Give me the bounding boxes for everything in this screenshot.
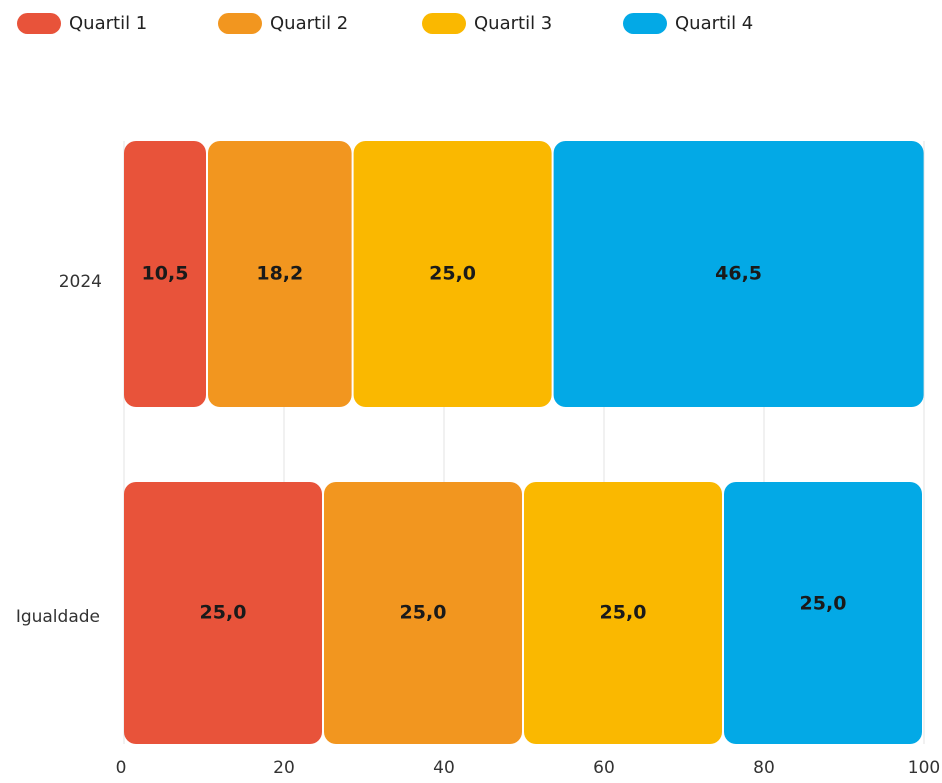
category-label-igualdade: Igualdade: [16, 607, 100, 627]
x-tick-label-20: 20: [273, 758, 295, 778]
bar-igualdade-quartil-1: [124, 482, 322, 744]
data-label-igualdade-quartil-2: 25,0: [400, 602, 447, 624]
legend-label: Quartil 3: [474, 13, 552, 34]
x-tick-label-80: 80: [753, 758, 775, 778]
legend-swatch: [623, 13, 667, 34]
x-tick-label-100: 100: [908, 758, 940, 778]
legend-swatch: [422, 13, 466, 34]
x-tick-label-40: 40: [433, 758, 455, 778]
legend-label: Quartil 4: [675, 13, 753, 34]
bar-igualdade-quartil-4: [724, 482, 922, 744]
legend-swatch: [17, 13, 61, 34]
legend: Quartil 1 Quartil 2 Quartil 3 Quartil 4: [17, 13, 753, 34]
bar-igualdade-quartil-2: [324, 482, 522, 744]
bar-2024-quartil-4: [553, 141, 924, 407]
data-label-2024-quartil-3: 25,0: [429, 263, 476, 285]
x-tick-label-0: 0: [116, 758, 127, 778]
bar-igualdade-quartil-3: [524, 482, 722, 744]
category-label-2024: 2024: [59, 272, 102, 292]
bar-2024-quartil-2: [208, 141, 352, 407]
legend-item-quartil-3[interactable]: Quartil 3: [422, 13, 552, 34]
bar-2024-quartil-3: [353, 141, 552, 407]
data-label-2024-quartil-2: 18,2: [256, 263, 303, 285]
legend-item-quartil-2[interactable]: Quartil 2: [218, 13, 348, 34]
legend-item-quartil-4[interactable]: Quartil 4: [623, 13, 753, 34]
bars: [124, 141, 924, 744]
data-label-igualdade-quartil-1: 25,0: [200, 602, 247, 624]
data-label-igualdade-quartil-4: 25,0: [800, 593, 847, 615]
data-label-2024-quartil-1: 10,5: [142, 263, 189, 285]
bar-2024-quartil-1: [124, 141, 206, 407]
data-label-igualdade-quartil-3: 25,0: [600, 602, 647, 624]
x-axis-ticks: 0 20 40 60 80 100: [116, 758, 941, 778]
data-label-2024-quartil-4: 46,5: [715, 263, 762, 285]
legend-label: Quartil 2: [270, 13, 348, 34]
y-axis-labels: 2024 Igualdade: [16, 272, 102, 627]
legend-swatch: [218, 13, 262, 34]
data-labels: 10,5 18,2 25,0 46,5 25,0 25,0 25,0 25,0: [142, 263, 847, 624]
x-tick-label-60: 60: [593, 758, 615, 778]
legend-item-quartil-1[interactable]: Quartil 1: [17, 13, 147, 34]
legend-label: Quartil 1: [69, 13, 147, 34]
